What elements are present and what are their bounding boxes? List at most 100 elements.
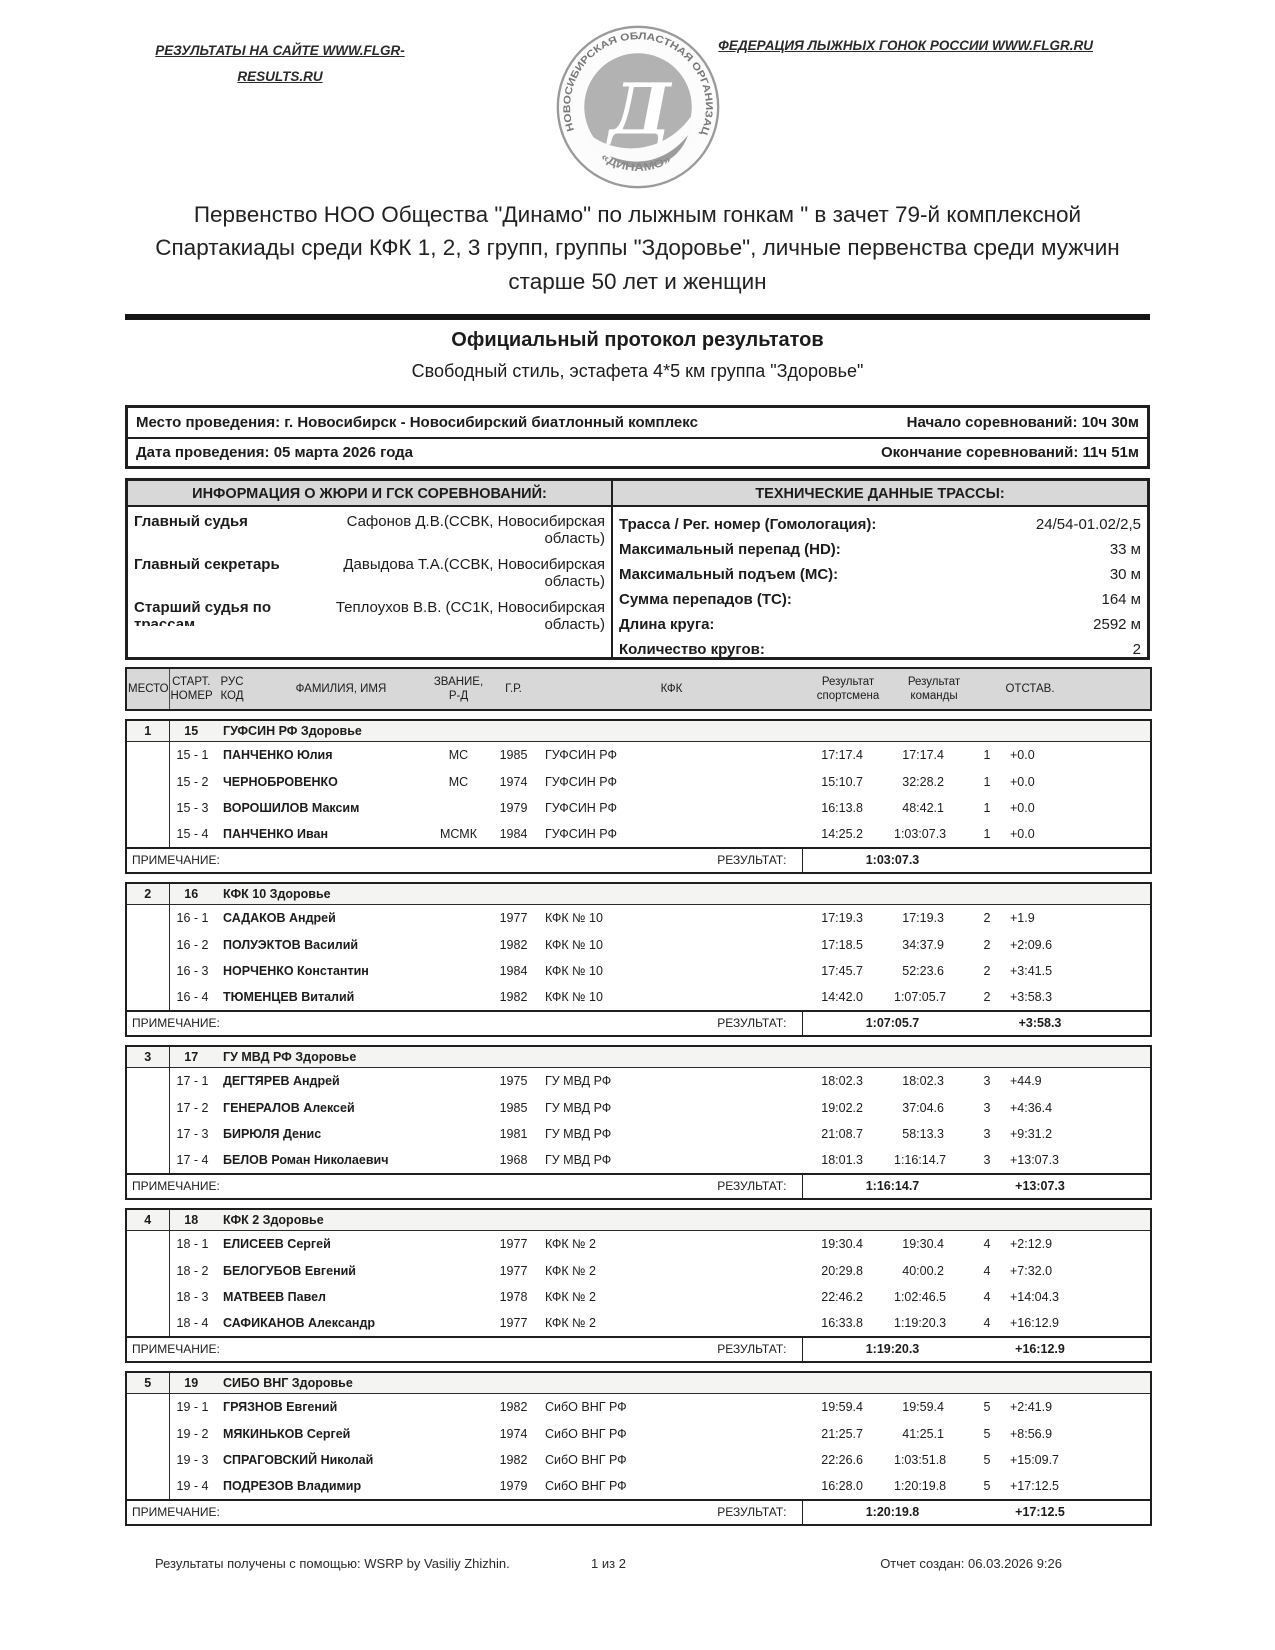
athlete-name: БИРЮЛЯ Денис — [223, 1127, 322, 1142]
athlete-leg: 15 - 2 — [176, 774, 209, 789]
svg-text:Д: Д — [605, 68, 672, 150]
athlete-name: МАТВЕЕВ Павел — [223, 1290, 327, 1305]
athlete-year: 1968 — [499, 1153, 528, 1168]
athlete-leg-time: 16:13.8 — [821, 801, 863, 816]
col-team-result: Результат команды — [894, 667, 974, 710]
athlete-cum-time: 34:37.9 — [902, 937, 944, 952]
athlete-leg-time: 19:30.4 — [821, 1237, 863, 1252]
athlete-filler-cell — [1086, 931, 1151, 958]
footer-software: Результаты получены с помощью: WSRP by V… — [155, 1555, 510, 1571]
result-label: РЕЗУЛЬТАТ: — [541, 1009, 802, 1036]
athlete-place-cell — [126, 1067, 170, 1095]
athlete-leg: 18 - 4 — [176, 1316, 209, 1331]
athlete-gap: +8:56.9 — [1010, 1426, 1053, 1441]
athlete-place-cell — [126, 1393, 170, 1421]
athlete-place-cell — [126, 1120, 170, 1148]
athlete-gap: +1.9 — [1010, 911, 1035, 926]
protocol-heading: Официальный протокол результатов — [451, 328, 824, 351]
athlete-rank: МС — [448, 748, 469, 763]
athlete-leg-time: 17:19.3 — [821, 911, 863, 926]
team-result-cell: 1:16:14.7 +13:07.3 — [801, 1172, 1152, 1199]
result-label: РЕЗУЛЬТАТ: — [541, 846, 802, 873]
team-gap: +17:12.5 — [1015, 1505, 1065, 1520]
athlete-filler-cell — [1086, 1121, 1151, 1148]
team-result-cell: 1:19:20.3 +16:12.9 — [801, 1335, 1152, 1362]
course-value: 2592 м — [1093, 615, 1141, 633]
athlete-pos: 3 — [983, 1074, 991, 1089]
athlete-place-cell — [126, 984, 170, 1011]
team-bib: 17 — [169, 1045, 213, 1069]
athlete-row: 18 - 2 БЕЛОГУБОВ Евгений 1977 КФК № 2 20… — [126, 1257, 1151, 1284]
athlete-place-cell — [126, 1257, 170, 1284]
athlete-place-cell — [126, 1283, 170, 1311]
athlete-leg-time: 16:28.0 — [821, 1479, 863, 1494]
team-name: КФК 10 Здоровье — [213, 882, 1152, 906]
team-place: 2 — [126, 882, 170, 906]
athlete-leg-time: 19:59.4 — [821, 1400, 863, 1415]
note-label: ПРИМЕЧАНИЕ: — [126, 1009, 541, 1036]
athlete-filler-cell — [1086, 1147, 1151, 1174]
jury-name: Сафонов Д.В.(ССВК, Новосибирская область… — [346, 512, 605, 547]
athlete-cum-time: 1:07:05.7 — [894, 990, 947, 1005]
col-club: КФК — [541, 667, 802, 710]
course-box: ТЕХНИЧЕСКИЕ ДАННЫЕ ТРАССЫ: Трасса / Рег.… — [612, 477, 1150, 660]
athlete-row: 18 - 3 МАТВЕЕВ Павел 1978 КФК № 2 22:46.… — [126, 1283, 1151, 1311]
athlete-year: 1982 — [499, 1400, 528, 1415]
end-time: Окончание соревнований: 11ч 51м — [880, 443, 1139, 461]
athlete-row: 17 - 3 БИРЮЛЯ Денис 1981 ГУ МВД РФ 21:08… — [126, 1120, 1151, 1148]
athlete-year: 1984 — [499, 827, 528, 842]
athlete-row: 16 - 2 ПОЛУЭКТОВ Василий 1982 КФК № 10 1… — [126, 931, 1151, 958]
athlete-leg-time: 20:29.8 — [821, 1263, 863, 1278]
col-athlete-result: Результат спортсмена — [802, 667, 894, 710]
federation-site-link: ФЕДЕРАЦИЯ ЛЫЖНЫХ ГОНОК РОССИИ WWW.FLGR.R… — [718, 38, 1093, 53]
athlete-year: 1979 — [499, 801, 528, 816]
team-block: 2 16 КФК 10 Здоровье 16 - 1 САДАКОВ Андр… — [125, 881, 1153, 1037]
athlete-club: КФК № 10 — [545, 964, 603, 979]
athlete-leg: 18 - 3 — [176, 1290, 209, 1305]
athlete-leg-time: 17:17.4 — [821, 748, 863, 763]
athlete-cum-time: 1:02:46.5 — [894, 1290, 947, 1305]
course-label: Длина круга: — [619, 615, 715, 633]
athlete-row: 19 - 4 ПОДРЕЗОВ Владимир 1979 СибО ВНГ Р… — [126, 1473, 1151, 1500]
athlete-year: 1977 — [499, 1316, 528, 1331]
athlete-leg: 15 - 1 — [176, 748, 209, 763]
venue-row-1: Место проведения: г. Новосибирск - Новос… — [128, 408, 1147, 437]
athlete-cum-time: 1:19:20.3 — [894, 1316, 947, 1331]
athlete-club: ГУ МВД РФ — [545, 1153, 612, 1168]
athlete-leg: 15 - 3 — [176, 801, 209, 816]
athlete-gap: +3:58.3 — [1010, 990, 1053, 1005]
athlete-club: КФК № 2 — [545, 1263, 596, 1278]
athlete-name: ГРЯЗНОВ Евгений — [223, 1400, 338, 1415]
athlete-leg: 17 - 4 — [176, 1153, 209, 1168]
course-label: Максимальный перепад (HD): — [619, 540, 841, 558]
athlete-gap: +44.9 — [1010, 1074, 1042, 1089]
col-place: МЕСТО — [126, 667, 170, 710]
team-header-row: 5 19 СИБО ВНГ Здоровье — [126, 1371, 1152, 1395]
col-gap: ОТСТАВ. — [974, 667, 1087, 710]
athlete-pos: 4 — [983, 1290, 991, 1305]
venue-date: Дата проведения: 05 марта 2026 года — [136, 443, 414, 461]
athlete-filler-cell — [1086, 821, 1151, 848]
athlete-cum-time: 52:23.6 — [902, 964, 944, 979]
athlete-year: 1982 — [499, 1453, 528, 1468]
result-label: РЕЗУЛЬТАТ: — [541, 1498, 802, 1525]
athlete-name: ПАНЧЕНКО Иван — [223, 827, 329, 842]
col-name: ФАМИЛИЯ, ИМЯ — [251, 667, 431, 710]
athlete-place-cell — [126, 794, 170, 822]
team-place: 4 — [126, 1208, 170, 1232]
athlete-leg-time: 17:18.5 — [821, 937, 863, 952]
athlete-rank — [431, 984, 486, 1011]
team-name: ГУФСИН РФ Здоровье — [213, 719, 1152, 743]
athlete-pos: 1 — [983, 827, 991, 842]
athlete-leg-time: 16:33.8 — [821, 1316, 863, 1331]
athlete-gap: +13:07.3 — [1010, 1153, 1060, 1168]
col-rank: ЗВАНИЕ, Р-Д — [431, 667, 486, 710]
athlete-filler-cell — [1086, 1420, 1151, 1447]
athlete-name: СПРАГОВСКИЙ Николай — [223, 1453, 374, 1468]
team-note-row: ПРИМЕЧАНИЕ: РЕЗУЛЬТАТ: 1:16:14.7 +13:07.… — [126, 1172, 1152, 1199]
athlete-year: 1982 — [499, 990, 528, 1005]
race-description: Свободный стиль, эстафета 4*5 км группа … — [411, 360, 864, 381]
team-block: 3 17 ГУ МВД РФ Здоровье 17 - 1 ДЕГТЯРЕВ … — [125, 1044, 1153, 1200]
jury-box: ИНФОРМАЦИЯ О ЖЮРИ И ГСК СОРЕВНОВАНИЙ: Гл… — [125, 477, 612, 660]
athlete-pos: 3 — [983, 1127, 991, 1142]
